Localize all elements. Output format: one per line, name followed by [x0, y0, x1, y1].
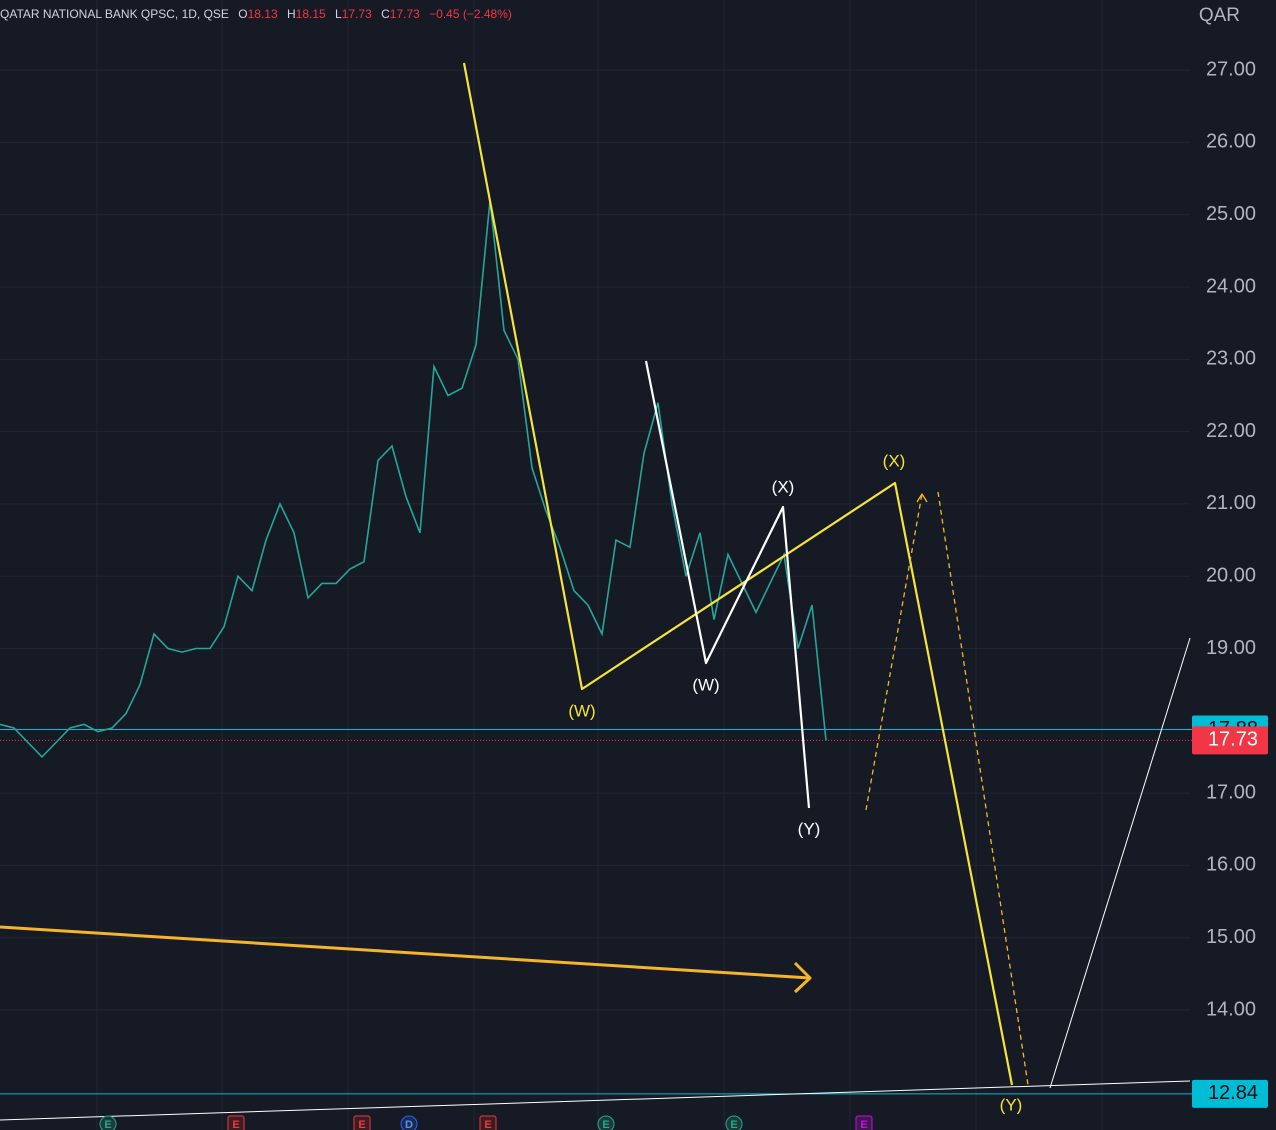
wave-drawings: [0, 62, 1191, 1121]
ohlc-key: H: [287, 7, 296, 21]
y-tick-label: 23.00: [1206, 348, 1256, 370]
event[interactable]: E: [860, 1119, 867, 1130]
legend-header: QATAR NATIONAL BANK QPSC, 1D, QSE O18.13…: [0, 7, 512, 21]
vertical-grid: [96, 0, 1103, 1130]
event[interactable]: D: [405, 1119, 413, 1130]
event[interactable]: E: [358, 1119, 365, 1130]
ohlc-value: 18.15: [296, 7, 326, 21]
y-tick-label: 15.00: [1206, 926, 1256, 948]
y-tick-label: 22.00: [1206, 420, 1256, 442]
price-badge-label: 12.84: [1208, 1082, 1258, 1104]
event[interactable]: E: [104, 1119, 111, 1130]
wave-label: (X): [883, 451, 906, 470]
event[interactable]: E: [484, 1119, 491, 1130]
wave-labels: (W) (X) (Y) (W) (X) (Y): [568, 451, 1022, 1114]
wave-label: (W): [568, 701, 595, 720]
event-markers: E E E D E E E E: [99, 1115, 873, 1130]
y-tick-label: 17.00: [1206, 781, 1256, 803]
event[interactable]: E: [730, 1119, 737, 1130]
wave-label: (X): [772, 477, 795, 496]
y-tick-label: 14.00: [1206, 998, 1256, 1020]
symbol: QATAR NATIONAL BANK QPSC, 1D, QSE: [0, 7, 229, 21]
price-badge: [1192, 1079, 1268, 1108]
y-tick-label: 20.00: [1206, 564, 1256, 586]
y-tick-label: 27.00: [1206, 58, 1256, 80]
change: −0.45 (−2.48%): [429, 7, 512, 21]
wave-label: (Y): [1000, 1095, 1023, 1114]
wave-label: (Y): [798, 819, 821, 838]
wave-label: (W): [692, 675, 719, 694]
price-axis: 27.00 26.00 25.00 24.00 23.00 22.00 21.00 20.00…: [1192, 58, 1268, 1108]
y-tick-label: 21.00: [1206, 492, 1256, 514]
price-badge-label: 17.73: [1208, 729, 1258, 751]
y-tick-label: 25.00: [1206, 203, 1256, 225]
y-tick-label: 24.00: [1206, 275, 1256, 297]
y-tick-label: 26.00: [1206, 131, 1256, 153]
y-tick-label: 19.00: [1206, 637, 1256, 659]
ohlc-key: L: [335, 7, 342, 21]
ohlc-key: O: [238, 7, 247, 21]
price-badge: [1192, 726, 1268, 755]
ohlc-value: 17.73: [342, 7, 372, 21]
event[interactable]: E: [602, 1119, 609, 1130]
event[interactable]: E: [232, 1119, 239, 1130]
ohlc-value: 18.13: [248, 7, 278, 21]
ohlc-value: 17.73: [390, 7, 420, 21]
currency: QAR: [1199, 5, 1240, 26]
y-tick-label: 16.00: [1206, 854, 1256, 876]
ohlc-key: C: [381, 7, 390, 21]
grid: [0, 69, 1192, 1095]
